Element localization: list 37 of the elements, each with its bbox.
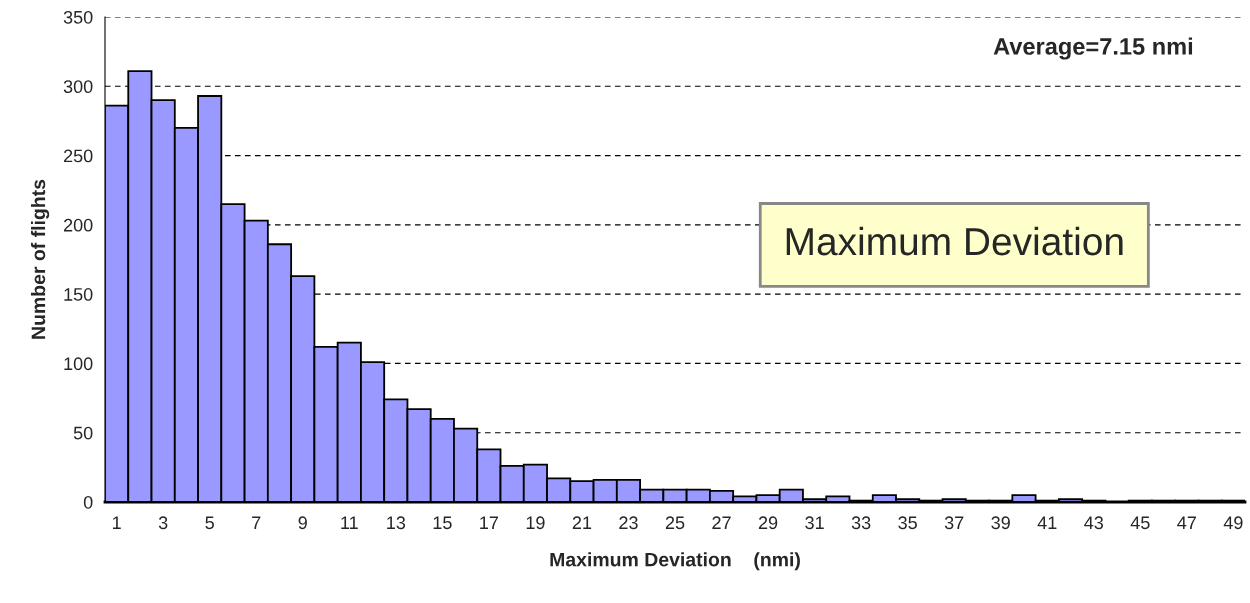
x-tick-label: 31 xyxy=(805,516,824,530)
x-tick-label: 7 xyxy=(252,516,261,529)
x-tick-label: 25 xyxy=(665,516,685,530)
y-tick-label: 250 xyxy=(63,149,93,163)
x-tick-label: 27 xyxy=(712,516,731,529)
x-tick-label: 45 xyxy=(1130,516,1150,530)
y-axis-title: Number of flights xyxy=(30,179,50,339)
x-tick-label: 29 xyxy=(758,516,778,530)
x-tick-label: 39 xyxy=(991,516,1010,530)
y-tick-label: 200 xyxy=(63,218,93,232)
x-tick-label: 3 xyxy=(158,516,168,530)
x-tick-label: 23 xyxy=(619,516,638,530)
y-tick-label: 300 xyxy=(63,80,93,94)
annotation: Average=7.15 nmi xyxy=(993,37,1193,60)
x-tick-label: 13 xyxy=(387,516,406,530)
x-tick-label: 5 xyxy=(205,516,214,530)
x-tick-label: 15 xyxy=(433,516,452,530)
x-tick-label: 35 xyxy=(898,516,917,530)
annotation: Maximum Deviation xyxy=(786,226,1123,256)
x-tick-label: 43 xyxy=(1084,516,1104,530)
y-tick-label: 0 xyxy=(83,495,93,509)
x-tick-label: 17 xyxy=(480,516,499,529)
x-tick-label: 49 xyxy=(1223,516,1243,530)
y-tick-label: 50 xyxy=(73,426,93,440)
x-tick-label: 9 xyxy=(298,516,307,530)
y-tick-label: 100 xyxy=(64,357,93,371)
y-tick-label: 150 xyxy=(64,288,93,301)
x-tick-label: 19 xyxy=(526,516,545,530)
x-tick-label: 21 xyxy=(572,516,592,529)
x-tick-label: 47 xyxy=(1177,516,1196,529)
x-axis-title: Maximum Deviation (nmi) xyxy=(550,552,800,571)
x-tick-label: 33 xyxy=(851,516,871,530)
x-tick-label: 41 xyxy=(1037,516,1057,529)
y-tick-label: 350 xyxy=(63,10,93,24)
x-tick-label: 37 xyxy=(944,516,964,530)
x-tick-label: 1 xyxy=(112,516,121,529)
x-tick-label: 11 xyxy=(341,516,358,529)
